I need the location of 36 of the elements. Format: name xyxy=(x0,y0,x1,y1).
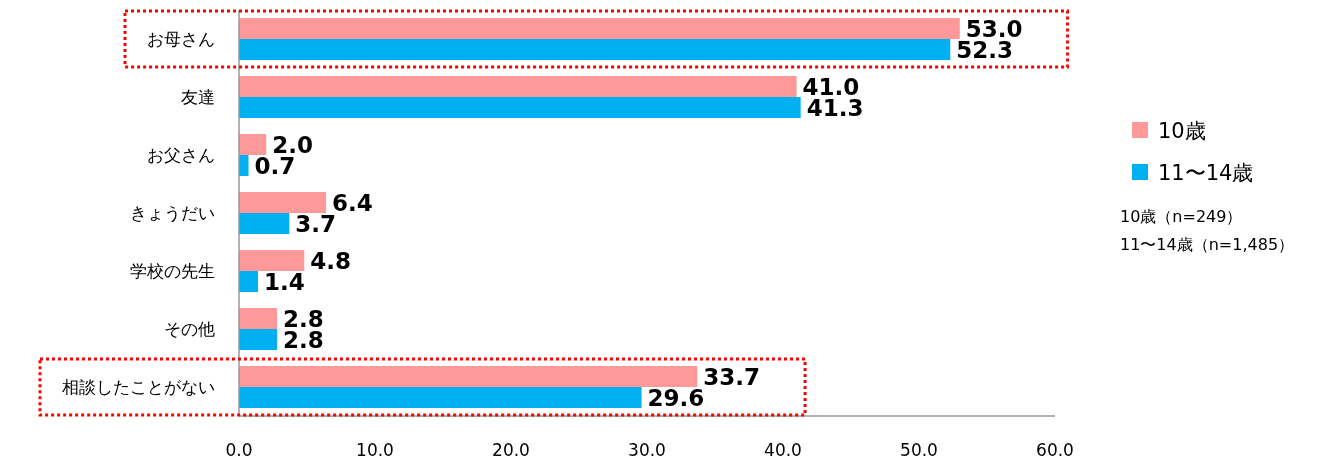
bar xyxy=(239,97,801,118)
y-tick-label: その他 xyxy=(164,319,215,339)
x-tick-label: 10.0 xyxy=(356,440,394,460)
bar xyxy=(239,271,259,292)
bar xyxy=(239,192,327,213)
y-tick-label: きょうだい xyxy=(130,203,215,223)
data-label: 1.4 xyxy=(264,268,305,295)
bar xyxy=(239,39,951,60)
bar xyxy=(239,134,267,155)
x-tick-label: 0.0 xyxy=(225,440,253,460)
bar xyxy=(239,387,642,408)
legend-label: 11〜14歳 xyxy=(1158,161,1254,185)
y-tick-label: お母さん xyxy=(147,29,215,49)
bar xyxy=(239,366,698,387)
text: 10歳（n=249） xyxy=(1120,207,1243,226)
data-label: 29.6 xyxy=(647,384,705,411)
text: 11〜14歳（n=1,485） xyxy=(1120,235,1295,254)
y-tick-label: 学校の先生 xyxy=(130,261,215,281)
x-tick-label: 30.0 xyxy=(628,440,666,460)
bar xyxy=(239,250,305,271)
data-label: 33.7 xyxy=(703,363,761,390)
x-tick-label: 40.0 xyxy=(764,440,802,460)
bar xyxy=(239,18,960,39)
bar xyxy=(239,76,797,97)
bar xyxy=(239,213,290,234)
x-tick-label: 50.0 xyxy=(900,440,938,460)
legend-label: 10歳 xyxy=(1158,119,1206,143)
bar xyxy=(239,329,278,350)
x-tick-label: 60.0 xyxy=(1036,440,1074,460)
y-tick-label: 友達 xyxy=(181,87,215,107)
data-label: 4.8 xyxy=(310,247,352,274)
y-tick-label: 相談したことがない xyxy=(62,377,215,397)
bar xyxy=(239,308,278,329)
x-tick-label: 20.0 xyxy=(492,440,530,460)
bar xyxy=(239,155,249,176)
y-tick-label: お父さん xyxy=(147,145,215,165)
